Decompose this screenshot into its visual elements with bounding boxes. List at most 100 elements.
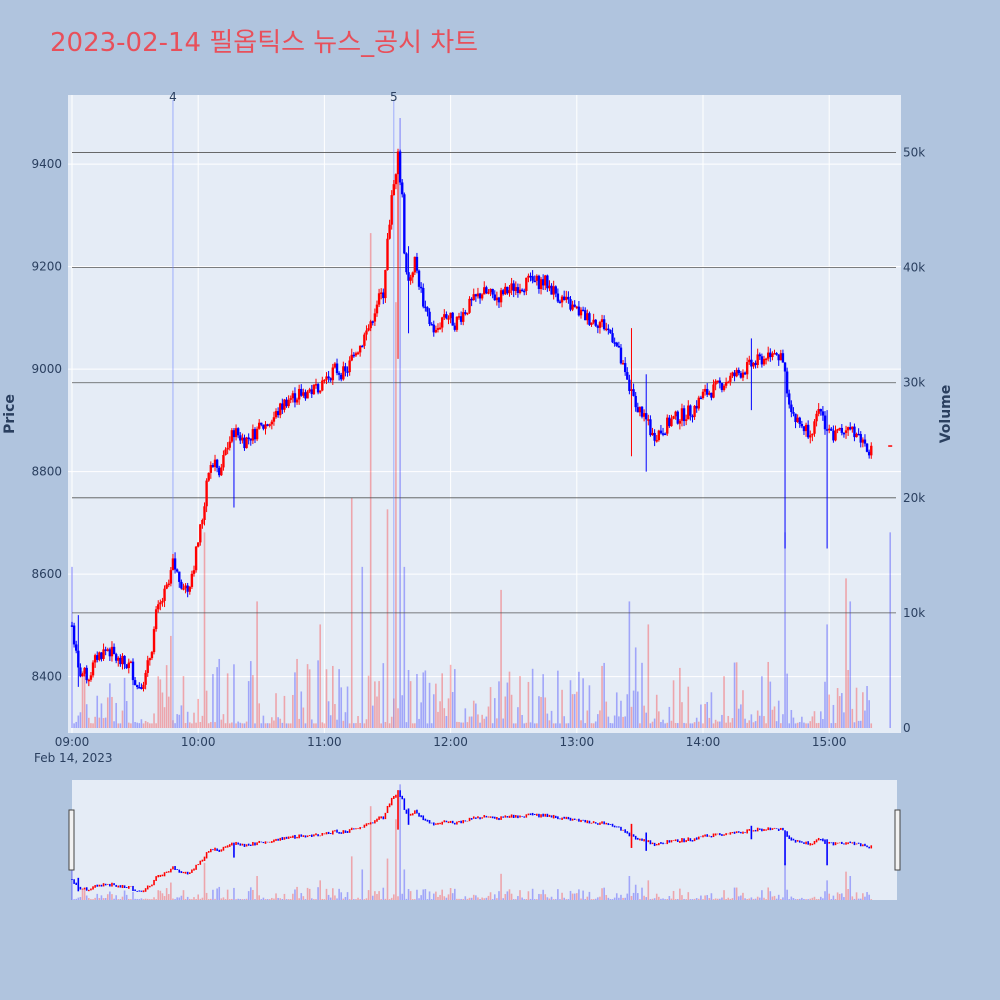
candle-body — [735, 369, 738, 377]
volume-bar — [224, 723, 227, 728]
candle-body — [337, 373, 341, 375]
volume-bar — [144, 720, 147, 728]
candle-body — [342, 366, 345, 380]
mini-volume-bar — [567, 899, 570, 900]
mini-volume-bar — [649, 899, 652, 900]
volume-bar — [681, 702, 683, 728]
candle-body — [666, 417, 669, 434]
volume-bar — [125, 701, 128, 728]
mini-volume-bar — [784, 862, 786, 900]
range-slider-left-handle[interactable] — [68, 809, 75, 871]
volume-bar — [344, 712, 347, 728]
candle-body — [85, 667, 88, 681]
volume-bar — [624, 716, 626, 728]
y-tick-label: 9200 — [31, 260, 62, 274]
mini-volume-bar — [533, 899, 536, 900]
volume-bar — [510, 694, 513, 728]
candle-body — [215, 459, 219, 468]
volume-bar — [714, 719, 717, 728]
candle-body — [552, 286, 555, 295]
mini-volume-bar — [224, 899, 227, 900]
volume-bar — [167, 696, 170, 728]
volume-bar — [748, 720, 751, 728]
mini-volume-bar — [142, 899, 145, 900]
candle-body — [638, 406, 642, 413]
range-slider-right-handle[interactable] — [894, 809, 901, 871]
mini-volume-bar — [569, 890, 572, 900]
mini-volume-bar — [85, 895, 88, 900]
candle-body — [121, 655, 124, 665]
volume-bar — [85, 704, 88, 728]
mini-volume-bar — [357, 897, 359, 900]
volume-bar — [756, 710, 759, 728]
mini-volume-bar — [700, 895, 702, 900]
candle-body — [495, 297, 499, 301]
volume-bar — [554, 723, 557, 728]
volume-bar — [334, 704, 336, 728]
volume-bar — [407, 670, 410, 728]
mini-volume-bar — [458, 898, 460, 900]
candle-body — [260, 422, 263, 425]
candle-body — [609, 329, 612, 334]
x-tick-label: 14:00 — [686, 735, 721, 749]
candle-body — [584, 310, 587, 321]
candle-body — [361, 345, 364, 348]
candle-body — [117, 657, 120, 661]
volume-bar — [71, 566, 73, 728]
y-tick-label: 9000 — [31, 362, 62, 376]
volume-bar — [664, 723, 666, 728]
mini-volume-bar — [523, 899, 526, 900]
candle-body — [272, 417, 276, 422]
candle-body — [581, 309, 585, 312]
range-slider[interactable] — [72, 780, 897, 900]
volume-bar — [210, 722, 212, 728]
volume-bar — [174, 723, 176, 728]
candle-body — [590, 322, 593, 325]
mini-volume-bar — [868, 894, 870, 900]
mini-volume-bar — [676, 899, 679, 900]
candle-body — [434, 329, 438, 333]
mini-volume-bar — [500, 873, 502, 900]
volume-bar — [146, 722, 149, 728]
candle-body — [276, 411, 280, 416]
candle-body — [560, 296, 564, 303]
volume-bar — [380, 723, 382, 728]
candle-body — [642, 413, 646, 417]
candle-body — [472, 294, 475, 301]
volume-bar — [287, 723, 290, 728]
candle-body — [575, 306, 578, 309]
volume-bar — [106, 697, 109, 728]
candle-body — [592, 319, 595, 323]
volume-bar — [634, 647, 637, 728]
mini-volume-bar — [334, 895, 336, 900]
volume-bar — [735, 662, 738, 728]
mini-volume-bar — [144, 898, 147, 900]
volume-bar — [843, 712, 845, 728]
volume-bar — [573, 694, 576, 728]
candle-body — [771, 353, 774, 358]
volume-bar — [548, 720, 551, 728]
mini-volume-bar — [706, 895, 709, 900]
volume-bar — [691, 723, 694, 728]
candle-body — [440, 317, 444, 328]
mini-volume-bar — [777, 894, 780, 900]
volume-bar — [472, 700, 475, 728]
mini-volume-bar — [742, 892, 744, 900]
candle-body — [558, 301, 562, 303]
main-plot-area[interactable] — [68, 95, 901, 733]
mini-volume-bar — [519, 890, 521, 900]
candle-body — [287, 399, 290, 407]
volume-bar — [687, 686, 690, 728]
mini-volume-bar — [552, 899, 555, 900]
candle-body — [333, 363, 337, 368]
mini-volume-bar — [668, 896, 671, 900]
mini-volume-bar — [763, 897, 765, 900]
candle-body — [792, 412, 795, 414]
mini-volume-bar — [615, 893, 618, 900]
mini-volume-bar — [716, 898, 719, 900]
volume-bar — [565, 723, 568, 728]
volume-bar — [83, 668, 86, 728]
mini-volume-bar — [186, 896, 189, 900]
candle-body — [157, 604, 160, 610]
